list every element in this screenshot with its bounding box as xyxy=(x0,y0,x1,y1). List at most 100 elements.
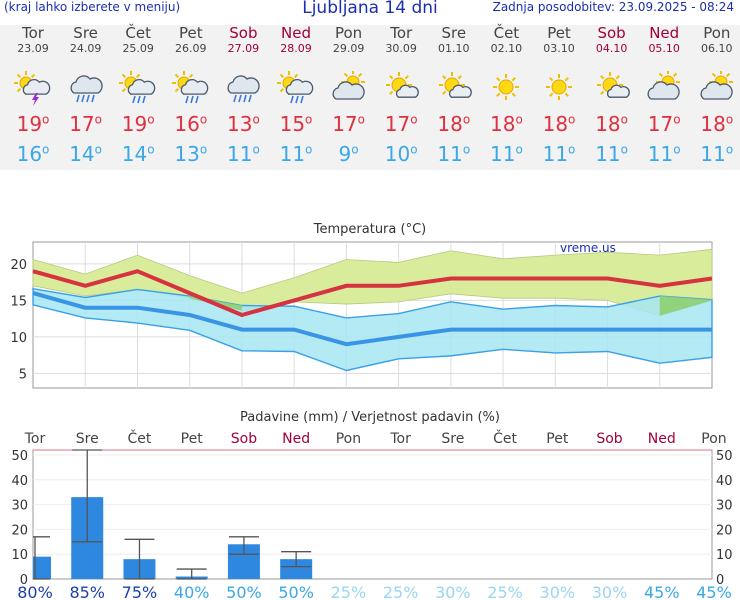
max-temperature: 18o xyxy=(700,112,734,136)
day-column: Pon 29.09 17o 9o xyxy=(323,25,375,166)
precipitation-probability-label: 50% xyxy=(278,583,314,600)
sun-cloud-rain-icon xyxy=(277,71,314,104)
max-temperature: 17o xyxy=(69,112,102,136)
precip-y-tick-right: 50 xyxy=(716,449,733,464)
min-temperature: 11o xyxy=(647,142,681,166)
min-temperature: 11o xyxy=(489,142,523,166)
precipitation-probability-label: 50% xyxy=(226,583,262,600)
day-date: 26.09 xyxy=(175,42,207,55)
day-name: Pet xyxy=(547,24,571,42)
last-update: Zadnja posodobitev: 23.09.2025 - 08:24 xyxy=(492,0,734,14)
location-menu-hint[interactable]: (kraj lahko izberete v meniju) xyxy=(4,0,181,14)
precipitation-day-label: Tor xyxy=(24,431,46,447)
day-column: Ned 28.09 15o 11o xyxy=(270,25,322,166)
day-date: 27.09 xyxy=(227,42,260,55)
precipitation-day-label: Sre xyxy=(441,431,464,447)
max-temp-line xyxy=(32,269,713,318)
precip-y-tick-right: 10 xyxy=(716,548,733,563)
min-temperature: 11o xyxy=(226,142,260,166)
sun-small-cloud-icon xyxy=(438,72,472,98)
precipitation-probability-label: 25% xyxy=(383,583,419,600)
precip-y-tick-left: 50 xyxy=(11,449,28,464)
y-tick-label: 10 xyxy=(10,331,27,346)
day-date: 29.09 xyxy=(332,42,365,55)
day-column: Sob 27.09 13o 11o xyxy=(217,24,269,166)
min-temperature: 11o xyxy=(595,142,628,166)
min-temp-line xyxy=(32,291,712,347)
day-column: Sre 24.09 17o 14o xyxy=(60,24,112,166)
daily-forecast-strip: Tor 23.09 19o 16o Sre 24.09 17o 14o Čet 25.09 19o 1… xyxy=(0,25,740,170)
day-date: 05.10 xyxy=(648,42,680,55)
sun-icon xyxy=(493,74,520,100)
day-date: 28.09 xyxy=(280,42,312,55)
day-name: Pet xyxy=(178,24,203,42)
precipitation-probability-label: 40% xyxy=(174,583,210,600)
precipitation-day-label: Sob xyxy=(596,431,622,447)
sun-cloud-rain-icon xyxy=(171,71,209,104)
min-temperature: 14o xyxy=(121,142,155,166)
day-column: Pet 26.09 16o 13o xyxy=(165,24,217,166)
day-date: 30.09 xyxy=(385,42,417,55)
sun-icon xyxy=(546,74,572,100)
precipitation-probability-label: 30% xyxy=(540,583,576,600)
max-temperature: 18o xyxy=(595,112,628,136)
max-temperature: 13o xyxy=(226,112,260,136)
precipitation-bar xyxy=(280,559,313,579)
precipitation-probability-label: 25% xyxy=(487,583,523,600)
precipitation-day-label: Ned xyxy=(282,431,310,447)
day-date: 01.10 xyxy=(438,42,470,55)
precipitation-probability-label: 45% xyxy=(644,583,680,600)
sun-cloud-storm-icon xyxy=(14,71,51,106)
day-name: Sre xyxy=(73,24,98,42)
max-temperature: 17o xyxy=(384,112,418,136)
precipitation-probability-label: 30% xyxy=(592,583,628,600)
min-temperature: 10o xyxy=(384,142,418,166)
precip-y-tick-right: 20 xyxy=(716,523,733,538)
day-name: Čet xyxy=(493,24,520,42)
temperature-chart-title: Temperatura (°C) xyxy=(313,222,426,237)
day-column: Pon 06.10 18o 11o xyxy=(691,24,740,166)
page-header: (kraj lahko izberete v meniju) Ljubljana… xyxy=(0,0,740,20)
precipitation-day-label: Sob xyxy=(231,431,257,447)
y-tick-label: 5 xyxy=(19,367,27,382)
precipitation-day-label: Pon xyxy=(336,431,361,447)
day-name: Sob xyxy=(229,24,258,42)
y-tick-label: 20 xyxy=(10,258,27,273)
precipitation-day-label: Sre xyxy=(76,431,99,447)
precipitation-day-label: Čet xyxy=(128,429,152,447)
precipitation-probability-label: 45% xyxy=(696,583,732,600)
max-temperature: 17o xyxy=(332,112,365,136)
max-temperature: 18o xyxy=(437,112,471,136)
y-tick-label: 15 xyxy=(10,294,27,309)
precip-y-tick-right: 0 xyxy=(716,573,724,588)
max-temperature: 17o xyxy=(647,112,681,136)
day-column: Čet 02.10 18o 11o xyxy=(480,24,532,167)
sun-cloud-icon xyxy=(647,71,681,100)
precipitation-plot-area xyxy=(32,449,713,580)
day-name: Tor xyxy=(390,24,413,42)
max-temperature: 19o xyxy=(121,112,155,136)
precipitation-chart-title: Padavine (mm) / Verjetnost padavin (%) xyxy=(240,410,500,425)
precipitation-day-label: Pon xyxy=(701,431,726,447)
cloud-heavy-rain-icon xyxy=(70,75,103,103)
max-temperature: 18o xyxy=(489,112,523,136)
day-name: Pon xyxy=(703,24,731,42)
precipitation-day-label: Ned xyxy=(648,431,676,447)
forecast-charts: Temperatura (°C) 5 10 15 20 vreme.us Padavine … xyxy=(10,222,733,600)
min-temperature: 11o xyxy=(437,142,471,166)
min-temperature: 16o xyxy=(16,142,50,166)
precipitation-day-label: Tor xyxy=(389,431,411,447)
day-name: Sre xyxy=(441,24,467,42)
max-temperature: 16o xyxy=(174,112,208,136)
day-column: Pet 03.10 18o 11o xyxy=(533,24,585,167)
precip-y-tick-right: 40 xyxy=(716,474,733,489)
day-column: Sob 04.10 18o 11o xyxy=(586,25,638,166)
precipitation-probability-label: 30% xyxy=(435,583,471,600)
sun-cloud-icon xyxy=(332,71,365,100)
precipitation-probability-label: 25% xyxy=(331,583,367,600)
overlap-range-band xyxy=(189,296,712,316)
precipitation-day-label: Čet xyxy=(493,429,517,447)
day-column: Tor 23.09 19o 16o xyxy=(7,25,59,166)
precip-y-tick-left: 30 xyxy=(11,499,28,514)
day-date: 03.10 xyxy=(543,42,575,55)
